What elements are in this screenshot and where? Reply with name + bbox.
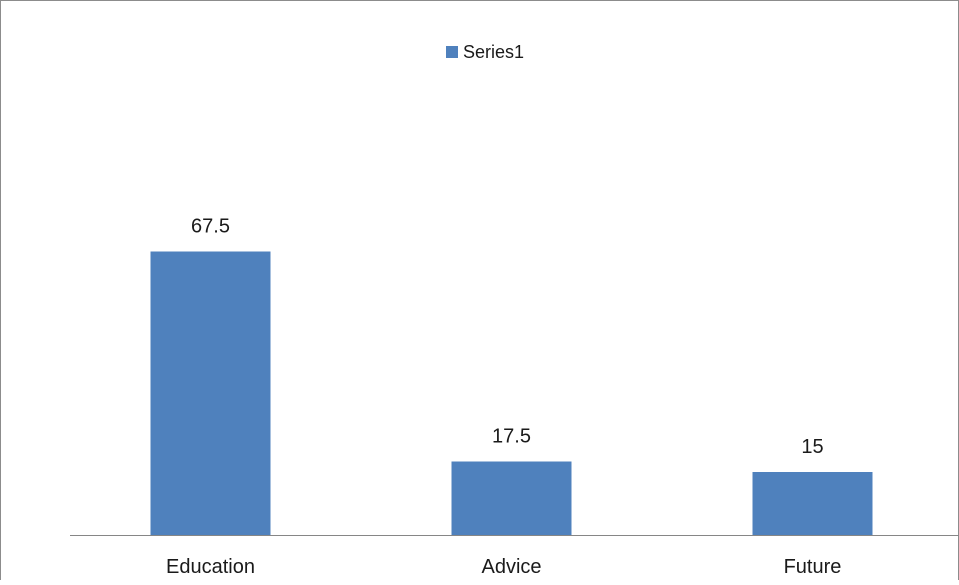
category-label-future: Future (784, 556, 842, 578)
bar-education (150, 251, 271, 535)
category-label-education: Education (166, 556, 255, 578)
data-label-education: 67.5 (191, 216, 230, 238)
category-labels-layer: Education Advice Future (166, 556, 841, 578)
data-label-future: 15 (801, 436, 823, 458)
legend-swatch (446, 46, 458, 58)
bar-future (752, 472, 873, 535)
legend: Series1 (446, 42, 524, 62)
category-label-advice: Advice (481, 556, 541, 578)
bar-advice (451, 461, 572, 535)
legend-label: Series1 (463, 42, 524, 62)
data-label-advice: 17.5 (492, 426, 531, 448)
bars-layer (150, 251, 873, 535)
data-labels-layer: 67.5 17.5 15 (191, 216, 824, 459)
